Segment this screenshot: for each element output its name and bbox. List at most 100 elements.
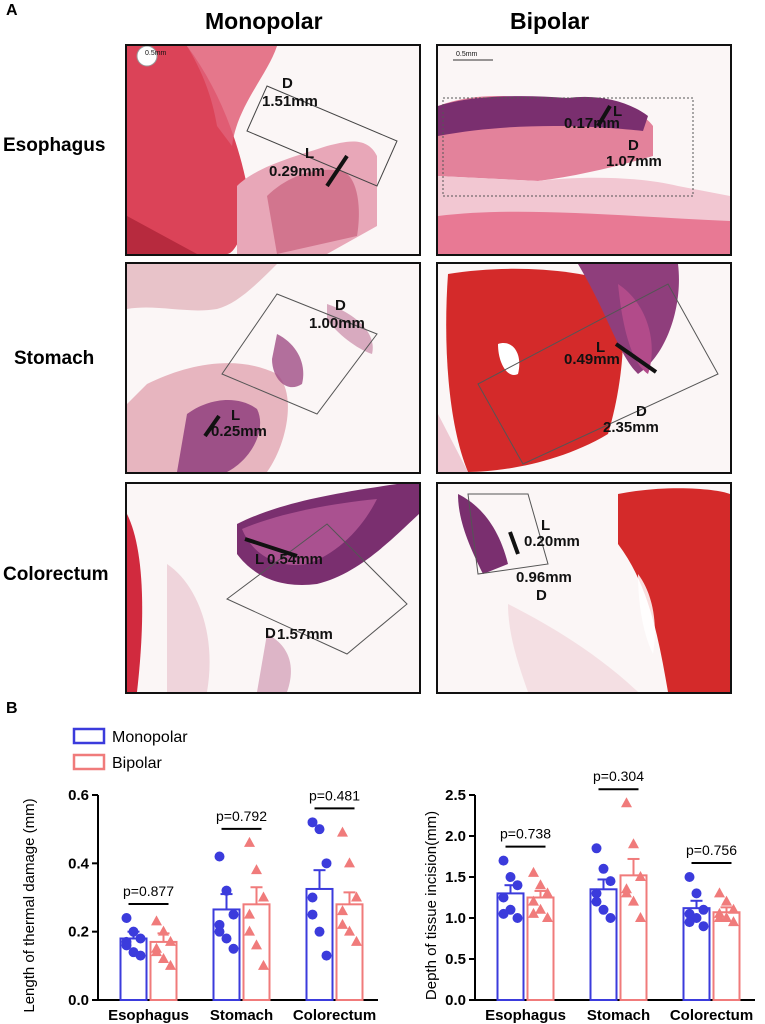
y-axis-label: Depth of tissue incision(mm) bbox=[423, 811, 440, 1000]
bar-monopolar bbox=[305, 887, 334, 1001]
data-point bbox=[135, 950, 146, 961]
data-point bbox=[244, 908, 255, 919]
y-tick-label: 1.5 bbox=[445, 869, 466, 886]
data-point bbox=[684, 872, 695, 882]
length-marker: L bbox=[255, 551, 264, 568]
data-point bbox=[128, 926, 139, 937]
depth-value: 1.57mm bbox=[277, 626, 333, 643]
length-marker: L bbox=[305, 145, 314, 162]
data-point bbox=[121, 913, 132, 923]
data-point bbox=[351, 935, 362, 946]
length-value: 0.20mm bbox=[524, 533, 580, 550]
data-point bbox=[498, 892, 509, 903]
data-point bbox=[244, 836, 255, 847]
depth-marker: D bbox=[636, 403, 647, 420]
data-point bbox=[714, 887, 725, 898]
data-point bbox=[714, 907, 725, 918]
row-header-esophagus: Esophagus bbox=[3, 135, 106, 156]
y-tick-label: 0.2 bbox=[68, 924, 89, 941]
data-point bbox=[337, 918, 348, 929]
data-point bbox=[598, 863, 609, 874]
y-tick-label: 2.5 bbox=[445, 787, 466, 804]
p-value-label: p=0.481 bbox=[309, 787, 360, 803]
data-point bbox=[165, 935, 176, 946]
y-tick-label: 0.0 bbox=[445, 992, 466, 1009]
bar-bipolar bbox=[242, 903, 271, 1001]
length-value: 0.54mm bbox=[267, 551, 323, 568]
data-point bbox=[498, 855, 509, 866]
data-point bbox=[591, 843, 602, 854]
category-label: Stomach bbox=[587, 1007, 650, 1024]
chart-thermal-damage: 0.0 0.2 0.4 0.6 Length of thermal damage (mm… bbox=[21, 787, 378, 1024]
data-point bbox=[351, 891, 362, 902]
micrograph-stomach-bipolar: L 0.49mm D 2.35mm bbox=[436, 262, 732, 474]
depth-marker: D bbox=[628, 137, 639, 154]
micrograph-esophagus-monopolar: 0.5mm D 1.51mm L 0.29mm bbox=[125, 44, 421, 256]
data-point bbox=[344, 925, 355, 936]
data-point bbox=[337, 905, 348, 916]
data-point bbox=[535, 903, 546, 914]
data-point bbox=[512, 880, 523, 891]
panel-b-label: B bbox=[6, 700, 18, 717]
depth-value: 1.51mm bbox=[262, 93, 318, 110]
data-point bbox=[244, 925, 255, 936]
data-point bbox=[635, 871, 646, 881]
data-point bbox=[684, 917, 695, 928]
data-point bbox=[621, 797, 632, 808]
data-point bbox=[228, 943, 239, 954]
category-label: Stomach bbox=[210, 1007, 273, 1024]
bar-monopolar bbox=[682, 907, 711, 1001]
data-point bbox=[528, 895, 539, 906]
data-point bbox=[728, 916, 739, 927]
data-point bbox=[635, 912, 646, 922]
data-point bbox=[151, 915, 162, 926]
scale-bar-label: 0.5mm bbox=[145, 50, 167, 57]
p-value-label: p=0.877 bbox=[123, 883, 174, 899]
length-value: 0.29mm bbox=[269, 163, 325, 180]
data-point bbox=[158, 925, 169, 936]
data-point bbox=[307, 817, 318, 828]
data-point bbox=[542, 887, 553, 898]
depth-value: 0.96mm bbox=[516, 569, 572, 586]
data-point bbox=[691, 888, 702, 899]
length-marker: L bbox=[231, 407, 240, 424]
data-point bbox=[337, 826, 348, 837]
data-point bbox=[121, 936, 132, 947]
data-point bbox=[221, 885, 232, 896]
row-header-stomach: Stomach bbox=[14, 348, 95, 369]
data-point bbox=[528, 866, 539, 877]
micrograph-colorectum-bipolar: L 0.20mm 0.96mm D bbox=[436, 482, 732, 694]
data-point bbox=[605, 913, 616, 923]
length-value: 0.49mm bbox=[564, 351, 620, 368]
micrograph-esophagus-bipolar: 0.5mm L 0.17mm D 1.07mm bbox=[436, 44, 732, 256]
data-point bbox=[698, 921, 709, 932]
data-point bbox=[535, 879, 546, 890]
data-point bbox=[542, 912, 553, 922]
depth-value: 1.00mm bbox=[309, 315, 365, 332]
data-point bbox=[598, 904, 609, 915]
length-value: 0.25mm bbox=[211, 423, 267, 440]
bar-monopolar bbox=[496, 892, 525, 1001]
data-point bbox=[151, 946, 162, 957]
category-label: Colorectum bbox=[670, 1007, 753, 1024]
category-label: Colorectum bbox=[293, 1007, 376, 1024]
panel-a-label: A bbox=[6, 2, 18, 19]
data-point bbox=[314, 926, 325, 937]
bar-charts: Monopolar Bipolar 0.0 0.2 0.4 0.6 Length of … bbox=[21, 727, 755, 1024]
column-header-bipolar: Bipolar bbox=[510, 8, 590, 34]
data-point bbox=[135, 933, 146, 944]
chart-incision-depth: 0.0 0.5 1.0 1.5 2.0 2.5 Depth of tissue incisi… bbox=[423, 768, 755, 1024]
legend-label-monopolar: Monopolar bbox=[112, 729, 188, 746]
data-point bbox=[251, 864, 262, 875]
data-point bbox=[221, 933, 232, 944]
depth-marker: D bbox=[282, 75, 293, 92]
depth-value: 1.07mm bbox=[606, 153, 662, 170]
legend: Monopolar Bipolar bbox=[72, 727, 188, 772]
data-point bbox=[228, 909, 239, 920]
p-value-label: p=0.738 bbox=[500, 826, 551, 842]
data-point bbox=[258, 959, 269, 970]
data-point bbox=[621, 887, 632, 898]
data-point bbox=[498, 908, 509, 919]
y-tick-label: 0.5 bbox=[445, 951, 466, 968]
data-point bbox=[214, 926, 225, 937]
